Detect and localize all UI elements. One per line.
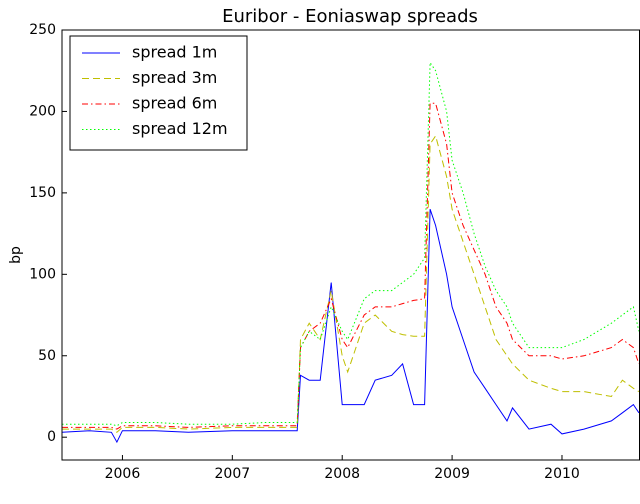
- y-tick-label: 150: [29, 185, 56, 201]
- legend-label: spread 1m: [132, 43, 217, 62]
- x-tick-label: 2008: [324, 466, 360, 482]
- data-line: [62, 134, 640, 433]
- data-line: [62, 102, 640, 430]
- plot-area: [62, 61, 640, 444]
- legend-box: [69, 35, 248, 151]
- x-tick-label: 2007: [215, 466, 251, 482]
- legend-label: spread 12m: [132, 119, 228, 138]
- data-line: [62, 209, 640, 444]
- x-tick-label: 2006: [105, 466, 141, 482]
- legend-label: spread 6m: [132, 94, 217, 113]
- legend-label: spread 3m: [132, 68, 217, 87]
- chart-title: Euribor - Eoniaswap spreads: [222, 6, 478, 27]
- y-tick-label: 50: [38, 348, 56, 364]
- y-axis-label: bp: [8, 246, 24, 264]
- data-line: [62, 61, 640, 427]
- x-tick-label: 2010: [544, 466, 580, 482]
- y-tick-label: 250: [29, 22, 56, 38]
- y-tick-label: 0: [47, 429, 56, 445]
- y-tick-label: 100: [29, 266, 56, 282]
- x-tick-label: 2009: [434, 466, 470, 482]
- y-tick-label: 200: [29, 103, 56, 119]
